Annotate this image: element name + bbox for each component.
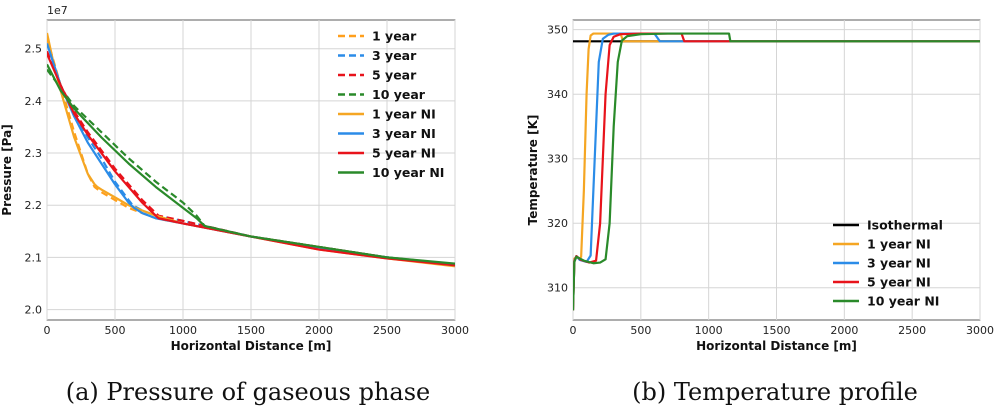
series-line-7 [47,53,455,267]
series-line-4 [47,68,455,266]
temperature-ticks: 0 500 1000 1500 2000 2500 3000 310 320 330 340 350 [547,24,994,337]
temperature-legend: Isothermal 1 year NI 3 year NI 5 year NI 10 … [833,218,943,309]
legend-label: 5 year NI [867,275,931,290]
x-tick-label: 3000 [441,324,469,337]
y-tick-label: 2.4 [25,95,43,108]
pressure-series [47,32,455,268]
legend-label: 1 year [372,29,417,44]
y-tick-label: 2.5 [25,43,43,56]
caption-a: (a) Pressure of gaseous phase [66,378,431,406]
legend-label: 1 year NI [372,107,436,122]
legend-label: 3 year NI [372,126,436,141]
y-tick-label: 2.2 [25,199,43,212]
pressure-legend: 1 year 3 year 5 year 10 year 1 year NI 3 year… [338,29,444,180]
temperature-chart: 0 500 1000 1500 2000 2500 3000310320330340350 … [526,19,994,353]
pressure-grid [46,20,456,320]
caption-b: (b) Temperature profile [632,378,918,406]
x-tick-label: 0 [44,324,51,337]
temperature-y-axis-label: Temperature [K] [526,115,540,226]
temperature-x-axis-label: Horizontal Distance [m] [696,339,857,353]
temperature-grid [572,20,981,320]
y-tick-label: 340 [547,88,568,101]
y-tick-label: 330 [547,153,568,166]
x-tick-label: 1000 [169,324,197,337]
y-tick-label: 2.0 [25,304,43,317]
legend-label: 3 year NI [867,256,931,271]
pressure-chart: 0 500 1000 1500 2000 2500 3000 2.0 2.1 2.2 2.3 2.4 2… [0,4,469,353]
pressure-x-axis-label: Horizontal Distance [m] [171,339,332,353]
series-line-5 [573,32,980,311]
series-line-8 [47,63,455,265]
temperature-series [573,32,980,311]
x-tick-label: 3000 [966,324,994,337]
pressure-exponent-label: 1e7 [47,4,68,17]
y-tick-label: 320 [547,217,568,230]
legend-label: Isothermal [867,218,943,233]
legend-label: 5 year NI [372,146,436,161]
pressure-y-axis-label: Pressure [Pa] [0,124,14,215]
x-tick-label: 2500 [373,324,401,337]
legend-label: 1 year NI [867,237,931,252]
y-tick-label: 310 [547,282,568,295]
legend-label: 3 year [372,48,417,63]
legend-label: 10 year NI [867,294,939,309]
x-tick-label: 500 [630,324,651,337]
y-tick-label: 350 [547,24,568,37]
legend-label: 10 year NI [372,165,444,180]
legend-label: 10 year [372,87,426,102]
y-tick-label: 2.3 [25,147,43,160]
x-tick-label: 500 [105,324,126,337]
x-tick-label: 1500 [237,324,265,337]
x-tick-label: 1000 [695,324,723,337]
legend-label: 5 year [372,68,417,83]
x-tick-label: 2000 [830,324,858,337]
x-tick-label: 2500 [898,324,926,337]
x-tick-label: 2000 [305,324,333,337]
pressure-ticks: 0 500 1000 1500 2000 2500 3000 2.0 2.1 2.2 2.3 2.4 2… [25,43,470,337]
x-tick-label: 0 [570,324,577,337]
x-tick-label: 1500 [763,324,791,337]
y-tick-label: 2.1 [25,251,43,264]
